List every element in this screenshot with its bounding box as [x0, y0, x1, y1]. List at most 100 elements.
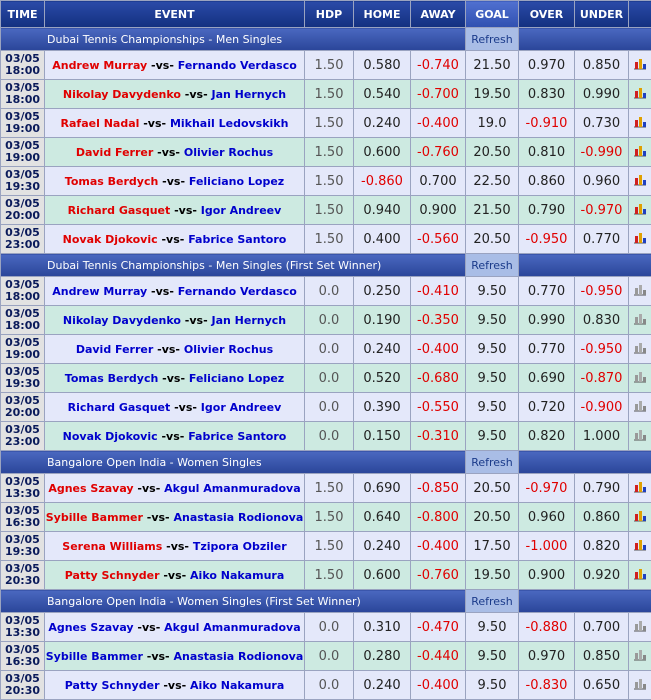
- hdp: 1.50: [304, 502, 354, 532]
- chart-icon[interactable]: [633, 115, 647, 128]
- goal: 19.0: [465, 108, 519, 138]
- home-odds: 0.640: [353, 502, 411, 532]
- chart-icon[interactable]: [633, 173, 647, 186]
- refresh-button[interactable]: Refresh: [465, 450, 519, 474]
- match-date: 03/05: [5, 672, 40, 685]
- hdp: 1.50: [304, 224, 354, 254]
- vs: -vs-: [163, 678, 187, 692]
- match-row: 03/05 16:30 Sybille Bammer -vs- Anastasia …: [0, 502, 651, 532]
- chart-cell: [628, 305, 651, 335]
- home-odds: 0.190: [353, 305, 411, 335]
- event-cell: Serena Williams -vs- Tzipora Obziler: [44, 531, 305, 561]
- chart-icon[interactable]: [633, 480, 647, 493]
- chart-icon[interactable]: [633, 619, 647, 632]
- chart-icon[interactable]: [633, 202, 647, 215]
- chart-cell: [628, 531, 651, 561]
- home-team: Patty Schnyder: [64, 678, 160, 692]
- under: -0.870: [574, 363, 629, 393]
- chart-cell: [628, 50, 651, 80]
- away-team: Igor Andreev: [200, 400, 282, 414]
- chart-cell: [628, 612, 651, 642]
- match-row: 03/05 18:00 Nikolay Davydenko -vs- Jan Her…: [0, 79, 651, 109]
- away-odds: -0.400: [410, 670, 466, 700]
- away-team: Fabrice Santoro: [188, 429, 287, 443]
- home-odds: 0.540: [353, 79, 411, 109]
- under: -0.950: [574, 276, 629, 306]
- vs: -vs-: [184, 313, 208, 327]
- match-date: 03/05: [5, 336, 40, 349]
- time-cell: 03/05 18:00: [0, 276, 45, 306]
- event-cell: Rafael Nadal -vs- Mikhail Ledovskikh: [44, 108, 305, 138]
- hdp: 0.0: [304, 670, 354, 700]
- away-team: Aiko Nakamura: [190, 568, 285, 582]
- refresh-button[interactable]: Refresh: [465, 27, 519, 51]
- home-team: Sybille Bammer: [45, 649, 143, 663]
- match-date: 03/05: [5, 533, 40, 546]
- home-odds: 0.280: [353, 641, 411, 671]
- away-odds: -0.800: [410, 502, 466, 532]
- match-row: 03/05 20:00 Richard Gasquet -vs- Igor Andr…: [0, 195, 651, 225]
- hdp: 1.50: [304, 79, 354, 109]
- over: 0.690: [518, 363, 575, 393]
- goal: 17.50: [465, 531, 519, 561]
- away-odds: -0.700: [410, 79, 466, 109]
- goal: 9.50: [465, 334, 519, 364]
- event-cell: Novak Djokovic -vs- Fabrice Santoro: [44, 224, 305, 254]
- match-time: 20:30: [4, 684, 40, 697]
- chart-cell: [628, 392, 651, 422]
- event-cell: Patty Schnyder -vs- Aiko Nakamura: [44, 560, 305, 590]
- chart-cell: [628, 79, 651, 109]
- away-odds: -0.400: [410, 531, 466, 561]
- home-odds: 0.250: [353, 276, 411, 306]
- home-team: Richard Gasquet: [67, 203, 171, 217]
- match-time: 20:00: [4, 406, 40, 419]
- goal: 9.50: [465, 392, 519, 422]
- chart-icon[interactable]: [633, 231, 647, 244]
- chart-icon[interactable]: [633, 509, 647, 522]
- event-cell: Tomas Berdych -vs- Feliciano Lopez: [44, 166, 305, 196]
- table-body: Dubai Tennis Championships - Men Singles…: [0, 27, 651, 700]
- match-row: 03/05 20:30 Patty Schnyder -vs- Aiko Nakam…: [0, 560, 651, 590]
- match-row: 03/05 19:00 David Ferrer -vs- Olivier Roch…: [0, 334, 651, 364]
- goal: 21.50: [465, 195, 519, 225]
- section-blank: [518, 253, 651, 277]
- chart-icon[interactable]: [633, 341, 647, 354]
- away-team: Mikhail Ledovskikh: [169, 116, 289, 130]
- home-team: Serena Williams: [62, 539, 163, 553]
- under: -0.900: [574, 392, 629, 422]
- chart-icon[interactable]: [633, 677, 647, 690]
- section-title: Dubai Tennis Championships - Men Singles: [0, 27, 466, 51]
- home-team: Sybille Bammer: [45, 510, 143, 524]
- chart-cell: [628, 421, 651, 451]
- home-team: Agnes Szavay: [48, 481, 134, 495]
- time-cell: 03/05 19:00: [0, 108, 45, 138]
- chart-icon[interactable]: [633, 312, 647, 325]
- home-odds: 0.240: [353, 108, 411, 138]
- refresh-button[interactable]: Refresh: [465, 589, 519, 613]
- chart-icon[interactable]: [633, 283, 647, 296]
- match-date: 03/05: [5, 197, 40, 210]
- away-odds: -0.550: [410, 392, 466, 422]
- refresh-button[interactable]: Refresh: [465, 253, 519, 277]
- chart-icon[interactable]: [633, 86, 647, 99]
- time-cell: 03/05 13:30: [0, 473, 45, 503]
- chart-icon[interactable]: [633, 567, 647, 580]
- section-blank: [518, 589, 651, 613]
- chart-icon[interactable]: [633, 428, 647, 441]
- home-team: Richard Gasquet: [67, 400, 171, 414]
- chart-icon[interactable]: [633, 144, 647, 157]
- goal: 20.50: [465, 137, 519, 167]
- chart-icon[interactable]: [633, 538, 647, 551]
- match-row: 03/05 19:00 David Ferrer -vs- Olivier Roch…: [0, 137, 651, 167]
- chart-icon[interactable]: [633, 648, 647, 661]
- match-time: 18:00: [4, 290, 40, 303]
- chart-icon[interactable]: [633, 57, 647, 70]
- chart-icon[interactable]: [633, 399, 647, 412]
- away-odds: -0.440: [410, 641, 466, 671]
- chart-icon[interactable]: [633, 370, 647, 383]
- vs: -vs-: [162, 371, 186, 385]
- away-team: Akgul Amanmuradova: [164, 481, 301, 495]
- event-cell: Richard Gasquet -vs- Igor Andreev: [44, 195, 305, 225]
- vs: -vs-: [137, 481, 161, 495]
